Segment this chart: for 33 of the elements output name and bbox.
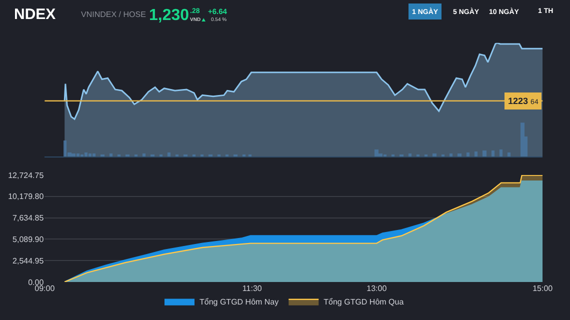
bar	[466, 152, 470, 157]
bar	[374, 150, 379, 157]
bar	[168, 152, 171, 157]
bar	[88, 154, 92, 157]
text: 1,230	[149, 7, 190, 24]
x-tick-label: 13:00	[366, 284, 388, 293]
bar	[520, 122, 525, 157]
bar	[508, 152, 511, 157]
y-tick-label: 2,544.95	[12, 256, 44, 266]
y-tick-label: 12,724.75	[8, 170, 44, 180]
y-tick-label: 5,089.90	[12, 234, 44, 244]
bar	[474, 152, 478, 157]
bar	[500, 150, 503, 157]
bar	[482, 150, 487, 157]
bar	[378, 154, 383, 157]
bar	[450, 154, 453, 157]
text: NDEX	[14, 6, 56, 23]
x-tick-label: 11:30	[242, 284, 262, 293]
bar	[84, 152, 88, 157]
bar	[492, 150, 495, 157]
x-tick-label: 15:00	[532, 284, 554, 293]
bar	[72, 154, 76, 157]
bar	[458, 154, 462, 157]
bar	[92, 154, 96, 157]
legend-label: Tổng GTGD Hôm Nay	[200, 298, 279, 307]
legend-label: Tổng GTGD Hôm Qua	[324, 298, 404, 307]
text: VNINDEX / HOSE	[81, 10, 146, 19]
y-tick-label: 10,179.80	[8, 192, 44, 202]
bar	[408, 154, 412, 157]
bar	[142, 154, 146, 157]
y-tick-label: 7,634.85	[12, 214, 44, 223]
bar	[432, 154, 437, 157]
bar	[110, 154, 113, 157]
